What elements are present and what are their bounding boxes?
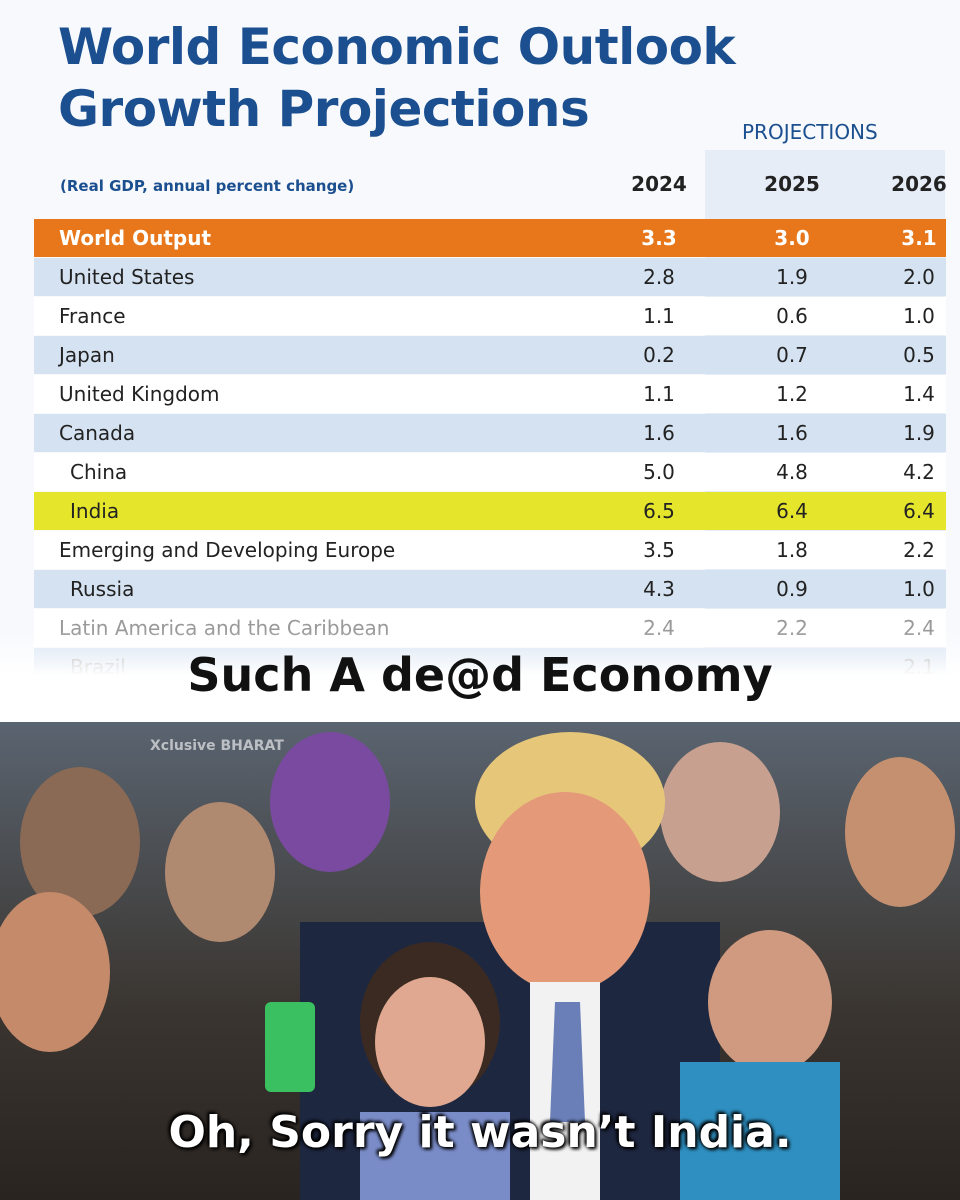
cell-value: 2.8	[643, 265, 675, 289]
row-label: Japan	[59, 343, 115, 367]
row-label: United Kingdom	[59, 382, 220, 406]
cell-value: 5.0	[643, 460, 675, 484]
cell-value: 1.9	[903, 421, 935, 445]
fade	[0, 630, 960, 722]
cell-value: 1.1	[643, 304, 675, 328]
column-header: 2026	[891, 172, 947, 196]
cell-value: 0.7	[776, 343, 808, 367]
cell-value: 3.1	[901, 226, 937, 250]
photo-scene	[0, 732, 955, 1200]
cell-value: 0.2	[643, 343, 675, 367]
cell-value: 1.0	[903, 577, 935, 601]
row-label: India	[70, 499, 120, 523]
cell-value: 1.6	[776, 421, 808, 445]
table-row: Russia 4.3 0.9 1.0	[34, 570, 946, 608]
row-label: United States	[59, 265, 195, 289]
cell-value: 1.6	[643, 421, 675, 445]
table-row: United States 2.8 1.9 2.0	[34, 258, 946, 296]
cell-value: 1.2	[776, 382, 808, 406]
cell-value: 0.6	[776, 304, 808, 328]
cell-value: 2.2	[903, 538, 935, 562]
row-label: China	[70, 460, 128, 484]
table-row: Canada 1.6 1.6 1.9	[34, 414, 946, 452]
cell-value: 1.9	[776, 265, 808, 289]
cell-value: 1.4	[903, 382, 935, 406]
table-row: India 6.5 6.4 6.4	[34, 492, 946, 530]
table-row: France 1.1 0.6 1.0	[34, 297, 946, 335]
cell-value: 6.5	[643, 499, 675, 523]
bottom-caption: Oh, Sorry it wasn’t India.	[168, 1107, 792, 1158]
cell-value: 3.5	[643, 538, 675, 562]
row-label: Emerging and Developing Europe	[59, 538, 396, 562]
cell-value: 1.8	[776, 538, 808, 562]
table-panel: World Economic Outlook Growth Projection…	[0, 18, 960, 722]
table-row: Japan 0.2 0.7 0.5	[34, 336, 946, 374]
column-header: 2025	[764, 172, 820, 196]
photo: Xclusive BHARAT Oh, Sorry it wasn’t Indi…	[0, 722, 960, 1200]
watermark: Xclusive BHARAT	[150, 738, 284, 754]
table-row: United Kingdom 1.1 1.2 1.4	[34, 375, 946, 413]
title-line: Growth Projections	[58, 80, 590, 138]
row-label: France	[59, 304, 126, 328]
cell-value: 1.0	[903, 304, 935, 328]
subtitle: (Real GDP, annual percent change)	[60, 177, 355, 195]
cell-value: 3.0	[774, 226, 810, 250]
table-row: World Output 3.3 3.0 3.1	[34, 219, 946, 257]
row-label: Russia	[70, 577, 135, 601]
cell-value: 0.9	[776, 577, 808, 601]
table-row: China 5.0 4.8 4.2	[34, 453, 946, 491]
cell-value: 1.1	[643, 382, 675, 406]
cell-value: 4.2	[903, 460, 935, 484]
cell-value: 4.3	[643, 577, 675, 601]
title-line: World Economic Outlook	[58, 18, 736, 76]
cell-value: 2.0	[903, 265, 935, 289]
cell-value: 3.3	[641, 226, 677, 250]
projections-label: PROJECTIONS	[742, 120, 878, 144]
top-caption: Such A de@d Economy	[187, 648, 773, 702]
cell-value: 6.4	[776, 499, 808, 523]
row-label: Canada	[59, 421, 136, 445]
cell-value: 0.5	[903, 343, 935, 367]
cell-value: 4.8	[776, 460, 808, 484]
row-label: World Output	[59, 226, 212, 250]
table-row: Emerging and Developing Europe 3.5 1.8 2.2	[34, 531, 946, 569]
cell-value: 6.4	[903, 499, 935, 523]
column-header: 2024	[631, 172, 687, 196]
